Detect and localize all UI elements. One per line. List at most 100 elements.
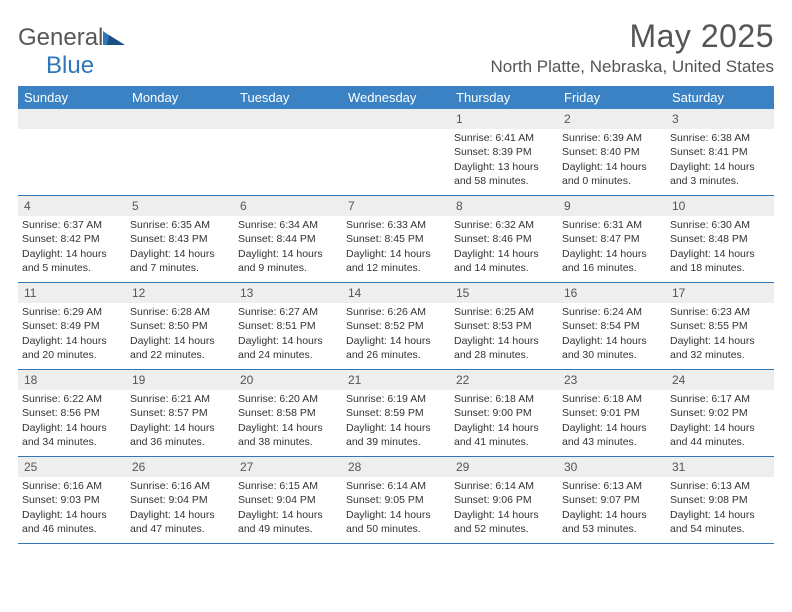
week-row: 11Sunrise: 6:29 AMSunset: 8:49 PMDayligh…: [18, 283, 774, 370]
day-cell: 26Sunrise: 6:16 AMSunset: 9:04 PMDayligh…: [126, 457, 234, 543]
daylight-text: Daylight: 14 hours and 20 minutes.: [22, 334, 122, 362]
day-info: Sunrise: 6:23 AMSunset: 8:55 PMDaylight:…: [670, 305, 770, 362]
sunset-text: Sunset: 8:45 PM: [346, 232, 446, 246]
day-cell: 18Sunrise: 6:22 AMSunset: 8:56 PMDayligh…: [18, 370, 126, 456]
logo-text: GeneralBlue: [18, 24, 125, 80]
sunrise-text: Sunrise: 6:38 AM: [670, 131, 770, 145]
day-info: Sunrise: 6:18 AMSunset: 9:00 PMDaylight:…: [454, 392, 554, 449]
day-info: Sunrise: 6:16 AMSunset: 9:04 PMDaylight:…: [130, 479, 230, 536]
day-number: 25: [18, 457, 126, 477]
month-title: May 2025: [491, 18, 774, 55]
sunset-text: Sunset: 9:04 PM: [130, 493, 230, 507]
day-info: Sunrise: 6:20 AMSunset: 8:58 PMDaylight:…: [238, 392, 338, 449]
day-number: 9: [558, 196, 666, 216]
day-info: Sunrise: 6:25 AMSunset: 8:53 PMDaylight:…: [454, 305, 554, 362]
weekday-header: Monday: [126, 86, 234, 109]
day-number: 1: [450, 109, 558, 129]
sunrise-text: Sunrise: 6:18 AM: [562, 392, 662, 406]
sunset-text: Sunset: 8:48 PM: [670, 232, 770, 246]
day-number: 30: [558, 457, 666, 477]
sunset-text: Sunset: 8:47 PM: [562, 232, 662, 246]
day-number: 21: [342, 370, 450, 390]
sunrise-text: Sunrise: 6:14 AM: [346, 479, 446, 493]
day-cell: 19Sunrise: 6:21 AMSunset: 8:57 PMDayligh…: [126, 370, 234, 456]
day-number: 16: [558, 283, 666, 303]
daylight-text: Daylight: 14 hours and 38 minutes.: [238, 421, 338, 449]
daylight-text: Daylight: 14 hours and 34 minutes.: [22, 421, 122, 449]
day-cell: 13Sunrise: 6:27 AMSunset: 8:51 PMDayligh…: [234, 283, 342, 369]
week-row: 25Sunrise: 6:16 AMSunset: 9:03 PMDayligh…: [18, 457, 774, 544]
weekday-header: Saturday: [666, 86, 774, 109]
day-info: Sunrise: 6:28 AMSunset: 8:50 PMDaylight:…: [130, 305, 230, 362]
daylight-text: Daylight: 14 hours and 41 minutes.: [454, 421, 554, 449]
daylight-text: Daylight: 14 hours and 52 minutes.: [454, 508, 554, 536]
sunrise-text: Sunrise: 6:21 AM: [130, 392, 230, 406]
day-info: Sunrise: 6:14 AMSunset: 9:05 PMDaylight:…: [346, 479, 446, 536]
day-cell: 15Sunrise: 6:25 AMSunset: 8:53 PMDayligh…: [450, 283, 558, 369]
week-row: 18Sunrise: 6:22 AMSunset: 8:56 PMDayligh…: [18, 370, 774, 457]
day-info: Sunrise: 6:24 AMSunset: 8:54 PMDaylight:…: [562, 305, 662, 362]
day-cell: 16Sunrise: 6:24 AMSunset: 8:54 PMDayligh…: [558, 283, 666, 369]
title-block: May 2025 North Platte, Nebraska, United …: [491, 18, 774, 77]
sunrise-text: Sunrise: 6:28 AM: [130, 305, 230, 319]
day-number: 28: [342, 457, 450, 477]
day-number: 13: [234, 283, 342, 303]
day-info: Sunrise: 6:13 AMSunset: 9:07 PMDaylight:…: [562, 479, 662, 536]
sunset-text: Sunset: 8:46 PM: [454, 232, 554, 246]
weekday-header: Friday: [558, 86, 666, 109]
sunset-text: Sunset: 9:06 PM: [454, 493, 554, 507]
day-number: 3: [666, 109, 774, 129]
day-info: Sunrise: 6:21 AMSunset: 8:57 PMDaylight:…: [130, 392, 230, 449]
weekday-header: Thursday: [450, 86, 558, 109]
day-info: Sunrise: 6:26 AMSunset: 8:52 PMDaylight:…: [346, 305, 446, 362]
sunrise-text: Sunrise: 6:27 AM: [238, 305, 338, 319]
day-info: Sunrise: 6:35 AMSunset: 8:43 PMDaylight:…: [130, 218, 230, 275]
sunset-text: Sunset: 8:49 PM: [22, 319, 122, 333]
daylight-text: Daylight: 14 hours and 32 minutes.: [670, 334, 770, 362]
sunset-text: Sunset: 8:43 PM: [130, 232, 230, 246]
daylight-text: Daylight: 14 hours and 7 minutes.: [130, 247, 230, 275]
day-cell: 7Sunrise: 6:33 AMSunset: 8:45 PMDaylight…: [342, 196, 450, 282]
day-cell: 22Sunrise: 6:18 AMSunset: 9:00 PMDayligh…: [450, 370, 558, 456]
sunset-text: Sunset: 8:41 PM: [670, 145, 770, 159]
day-cell: [342, 109, 450, 195]
day-info: Sunrise: 6:32 AMSunset: 8:46 PMDaylight:…: [454, 218, 554, 275]
daylight-text: Daylight: 14 hours and 50 minutes.: [346, 508, 446, 536]
header: GeneralBlue May 2025 North Platte, Nebra…: [18, 18, 774, 80]
sunrise-text: Sunrise: 6:14 AM: [454, 479, 554, 493]
day-info: Sunrise: 6:41 AMSunset: 8:39 PMDaylight:…: [454, 131, 554, 188]
day-info: Sunrise: 6:14 AMSunset: 9:06 PMDaylight:…: [454, 479, 554, 536]
day-cell: 20Sunrise: 6:20 AMSunset: 8:58 PMDayligh…: [234, 370, 342, 456]
sunrise-text: Sunrise: 6:19 AM: [346, 392, 446, 406]
sunrise-text: Sunrise: 6:24 AM: [562, 305, 662, 319]
sunset-text: Sunset: 8:39 PM: [454, 145, 554, 159]
sunrise-text: Sunrise: 6:13 AM: [562, 479, 662, 493]
day-number: 22: [450, 370, 558, 390]
daylight-text: Daylight: 14 hours and 47 minutes.: [130, 508, 230, 536]
sunset-text: Sunset: 8:56 PM: [22, 406, 122, 420]
day-number: 12: [126, 283, 234, 303]
sunrise-text: Sunrise: 6:13 AM: [670, 479, 770, 493]
week-row: 4Sunrise: 6:37 AMSunset: 8:42 PMDaylight…: [18, 196, 774, 283]
day-number: 23: [558, 370, 666, 390]
day-number: 11: [18, 283, 126, 303]
day-number: 18: [18, 370, 126, 390]
daylight-text: Daylight: 14 hours and 30 minutes.: [562, 334, 662, 362]
day-info: Sunrise: 6:18 AMSunset: 9:01 PMDaylight:…: [562, 392, 662, 449]
day-info: Sunrise: 6:31 AMSunset: 8:47 PMDaylight:…: [562, 218, 662, 275]
daylight-text: Daylight: 14 hours and 36 minutes.: [130, 421, 230, 449]
day-number: [126, 109, 234, 129]
day-cell: 10Sunrise: 6:30 AMSunset: 8:48 PMDayligh…: [666, 196, 774, 282]
calendar: SundayMondayTuesdayWednesdayThursdayFrid…: [18, 86, 774, 544]
sunrise-text: Sunrise: 6:37 AM: [22, 218, 122, 232]
sunrise-text: Sunrise: 6:29 AM: [22, 305, 122, 319]
sunset-text: Sunset: 8:55 PM: [670, 319, 770, 333]
sunrise-text: Sunrise: 6:20 AM: [238, 392, 338, 406]
day-info: Sunrise: 6:27 AMSunset: 8:51 PMDaylight:…: [238, 305, 338, 362]
sunrise-text: Sunrise: 6:32 AM: [454, 218, 554, 232]
day-number: 4: [18, 196, 126, 216]
daylight-text: Daylight: 14 hours and 49 minutes.: [238, 508, 338, 536]
day-cell: 23Sunrise: 6:18 AMSunset: 9:01 PMDayligh…: [558, 370, 666, 456]
sunrise-text: Sunrise: 6:34 AM: [238, 218, 338, 232]
sunset-text: Sunset: 9:05 PM: [346, 493, 446, 507]
